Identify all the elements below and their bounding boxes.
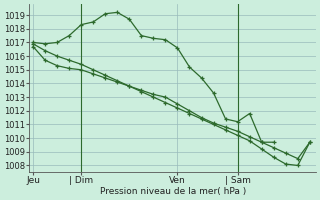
X-axis label: Pression niveau de la mer( hPa ): Pression niveau de la mer( hPa ) [100,187,246,196]
